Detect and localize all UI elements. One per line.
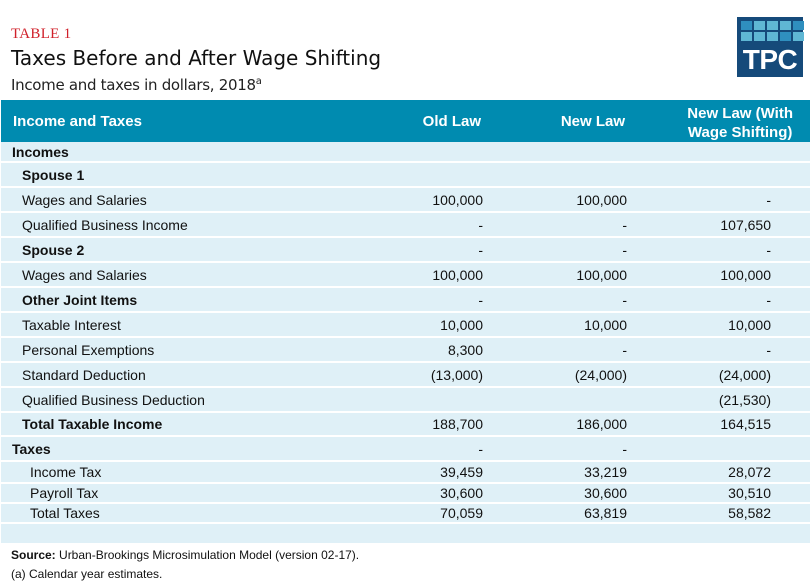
table-row: Income Tax 39,459 33,219 28,072 xyxy=(1,462,810,484)
cell-new-law-wage-shifting: 30,510 xyxy=(728,485,771,501)
cell-new-law: - xyxy=(622,291,627,308)
cell-new-law: (24,000) xyxy=(574,366,627,383)
table-row: Incomes xyxy=(1,142,810,163)
table-row: Wages and Salaries 100,000 100,000 100,000 xyxy=(1,263,810,288)
cell-new-law-wage-shifting: - xyxy=(766,341,771,358)
row-label: Taxable Interest xyxy=(22,316,121,333)
cell-old-law: - xyxy=(478,216,483,233)
cell-new-law: 100,000 xyxy=(576,266,627,283)
cell-new-law: - xyxy=(622,341,627,358)
row-label: Incomes xyxy=(12,143,69,160)
cell-old-law: 39,459 xyxy=(440,464,483,480)
cell-new-law-wage-shifting: 164,515 xyxy=(720,416,771,432)
cell-new-law: - xyxy=(622,440,627,457)
row-label: Income Tax xyxy=(30,464,102,480)
page-title: Taxes Before and After Wage Shifting xyxy=(11,46,382,70)
cell-new-law: 186,000 xyxy=(576,416,627,432)
row-label: Qualified Business Income xyxy=(22,216,188,233)
table-row: Qualified Business Income - - 107,650 xyxy=(1,213,810,238)
cell-new-law: - xyxy=(622,241,627,258)
table-row: Payroll Tax 30,600 30,600 30,510 xyxy=(1,484,810,504)
cell-new-law-wage-shifting: (24,000) xyxy=(718,366,771,383)
cell-old-law: - xyxy=(478,440,483,457)
row-label: Personal Exemptions xyxy=(22,341,155,358)
cell-new-law: - xyxy=(622,216,627,233)
table-row: Wages and Salaries 100,000 100,000 - xyxy=(1,188,810,213)
row-label: Wages and Salaries xyxy=(22,266,147,283)
table-row: Other Joint Items - - - xyxy=(1,288,810,313)
column-header-new-law-wage-shifting: New Law (With Wage Shifting) xyxy=(687,104,793,142)
logo-text: TPC xyxy=(742,44,798,75)
row-label: Standard Deduction xyxy=(22,366,146,383)
cell-old-law: - xyxy=(478,241,483,258)
cell-new-law-wage-shifting: - xyxy=(766,191,771,208)
cell-old-law: 10,000 xyxy=(440,316,483,333)
cell-new-law: 10,000 xyxy=(584,316,627,333)
cell-new-law-wage-shifting: 100,000 xyxy=(720,266,771,283)
source-note: Source: Urban-Brookings Microsimulation … xyxy=(11,548,359,562)
cell-old-law: 100,000 xyxy=(432,266,483,283)
cell-new-law: 30,600 xyxy=(584,485,627,501)
subtitle: Income and taxes in dollars, 2018a xyxy=(11,76,262,94)
row-label: Taxes xyxy=(12,440,51,457)
cell-new-law-wage-shifting: 58,582 xyxy=(728,505,771,521)
table-row: Taxes - - xyxy=(1,437,810,462)
column-header-line-2: Wage Shifting) xyxy=(687,124,793,141)
subtitle-footnote-mark: a xyxy=(255,76,262,87)
cell-new-law-wage-shifting: 107,650 xyxy=(720,216,771,233)
cell-new-law-wage-shifting: - xyxy=(766,291,771,308)
cell-new-law-wage-shifting: (21,530) xyxy=(718,391,771,408)
row-label: Other Joint Items xyxy=(22,291,138,308)
cell-new-law-wage-shifting: - xyxy=(766,241,771,258)
cell-old-law: (13,000) xyxy=(430,366,483,383)
cell-old-law: - xyxy=(478,291,483,308)
table-number: TABLE 1 xyxy=(11,26,72,42)
table-row: Spouse 2 - - - xyxy=(1,238,810,263)
subtitle-text: Income and taxes in dollars, 2018 xyxy=(11,76,256,94)
logo-grid-icon xyxy=(741,21,804,41)
cell-new-law: 33,219 xyxy=(584,464,627,480)
source-text: Urban-Brookings Microsimulation Model (v… xyxy=(55,548,360,562)
table-row: Spouse 1 xyxy=(1,163,810,188)
table-body: Incomes Spouse 1 Wages and Salaries 100,000… xyxy=(1,142,810,545)
table-header: Income and Taxes Old Law New Law New Law… xyxy=(1,100,810,142)
cell-new-law-wage-shifting: 10,000 xyxy=(728,316,771,333)
row-label: Payroll Tax xyxy=(30,485,99,501)
cell-new-law-wage-shifting: 28,072 xyxy=(728,464,771,480)
table-row: Total Taxes 70,059 63,819 58,582 xyxy=(1,504,810,524)
row-label: Qualified Business Deduction xyxy=(22,391,205,408)
table-row: Qualified Business Deduction (21,530) xyxy=(1,388,810,413)
column-header-new-law: New Law xyxy=(560,113,625,130)
footnote: (a) Calendar year estimates. xyxy=(11,567,163,581)
table-row: Personal Exemptions 8,300 - - xyxy=(1,338,810,363)
cell-new-law: 63,819 xyxy=(584,505,627,521)
row-label: Total Taxes xyxy=(30,505,100,521)
cell-old-law: 100,000 xyxy=(432,191,483,208)
cell-new-law: 100,000 xyxy=(576,191,627,208)
row-label: Wages and Salaries xyxy=(22,191,147,208)
column-header-old-law: Old Law xyxy=(422,113,481,130)
table-row: Standard Deduction (13,000) (24,000) (24,00… xyxy=(1,363,810,388)
tpc-logo: TPC xyxy=(737,17,804,77)
cell-old-law: 188,700 xyxy=(432,416,483,432)
source-label: Source: xyxy=(11,548,56,562)
table-row: Total Taxable Income 188,700 186,000 164,51… xyxy=(1,413,810,437)
row-label: Total Taxable Income xyxy=(22,416,163,432)
column-header-line-1: New Law (With xyxy=(687,105,793,122)
row-label: Spouse 2 xyxy=(22,241,85,258)
table-row-empty xyxy=(1,524,810,545)
table-row: Taxable Interest 10,000 10,000 10,000 xyxy=(1,313,810,338)
column-header-label: Income and Taxes xyxy=(13,113,142,130)
cell-old-law: 30,600 xyxy=(440,485,483,501)
cell-old-law: 8,300 xyxy=(447,341,483,358)
cell-old-law: 70,059 xyxy=(440,505,483,521)
row-label: Spouse 1 xyxy=(22,166,85,183)
